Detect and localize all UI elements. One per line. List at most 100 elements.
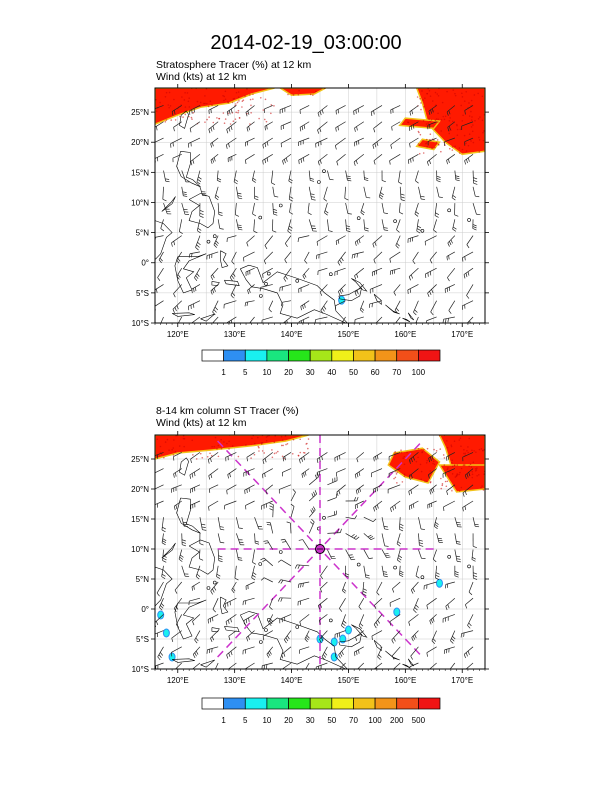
tracer-speckle [173, 439, 175, 441]
coastline [240, 264, 348, 323]
wind-barb [155, 121, 164, 132]
tracer-speckle [201, 456, 204, 459]
tracer-speckle [237, 96, 240, 98]
wind-barb [387, 484, 401, 494]
tracer-speckle [218, 117, 221, 120]
tracer-speckle [472, 141, 475, 144]
tracer-speckle [394, 452, 396, 454]
wind-barb [155, 468, 164, 477]
wind-barb [251, 565, 257, 581]
y-tick-label: 10°N [131, 545, 149, 554]
tracer-speckle [155, 110, 158, 112]
tracer-speckle [420, 478, 423, 481]
tracer-speckle [159, 101, 161, 104]
island [322, 169, 326, 173]
wind-barb [408, 267, 419, 281]
wind-barb [345, 219, 351, 233]
wind-barb [199, 517, 207, 531]
x-tick-label: 150°E [338, 330, 360, 339]
wind-barb [410, 646, 419, 660]
tracer-speckle [223, 95, 226, 98]
wind-barb [345, 549, 356, 561]
wind-barb [246, 630, 255, 642]
wind-barb [442, 316, 455, 323]
tracer-speckle [432, 460, 435, 463]
tracer-speckle [460, 104, 463, 107]
wind-barb [429, 251, 437, 264]
island [317, 180, 321, 184]
tracer-speckle [425, 462, 428, 464]
tracer-speckle [167, 104, 170, 106]
wind-barb [161, 565, 166, 579]
tracer-speckle [454, 145, 456, 148]
tracer-speckle [435, 141, 438, 144]
tracer-speckle [254, 442, 256, 445]
wind-barb [308, 186, 316, 201]
tracer-speckle [470, 99, 473, 102]
y-tick-label: 25°N [131, 455, 149, 464]
tracer-speckle [228, 440, 230, 443]
wind-barb [207, 614, 219, 624]
wind-barb [316, 468, 328, 477]
wind-barb [236, 219, 243, 231]
wind-barb [335, 235, 346, 245]
wind-barb [280, 300, 292, 307]
wind-barb [279, 284, 292, 292]
tracer-speckle [165, 91, 168, 94]
wind-barb [373, 121, 383, 133]
wind-barb [336, 154, 346, 166]
wind-barb [228, 630, 237, 641]
island [206, 239, 211, 244]
tracer-speckle [441, 101, 444, 104]
wind-barb [468, 581, 474, 596]
coastline [373, 639, 382, 652]
wind-barb [188, 300, 201, 311]
tracer-speckle [396, 471, 398, 474]
wind-barb [155, 484, 164, 494]
wind-barb [396, 219, 401, 233]
wind-barb [345, 533, 360, 540]
wind-barb [355, 630, 365, 641]
tracer-speckle [461, 92, 463, 95]
tracer-speckle [471, 473, 474, 476]
wind-barb [390, 137, 401, 149]
wind-barb [243, 251, 255, 262]
wind-barb [199, 203, 204, 218]
tracer-speckle [394, 476, 397, 479]
wind-barb [319, 630, 328, 644]
tracer-speckle [174, 119, 177, 121]
wind-barb [327, 219, 333, 232]
wind-barb [345, 515, 358, 520]
tracer-speckle [256, 436, 259, 439]
wind-barb [244, 300, 255, 307]
coastline [161, 196, 176, 212]
tracer-speckle [482, 489, 485, 491]
wind-barb [225, 614, 237, 626]
wind-barb [181, 533, 187, 547]
wind-barb [451, 186, 457, 201]
tracer-speckle [264, 98, 267, 101]
wind-barb [189, 121, 201, 133]
tracer-speckle [454, 476, 457, 478]
wind-barb [191, 316, 201, 323]
wind-barb [399, 203, 404, 215]
wind-barb [245, 105, 255, 117]
tracer-speckle [241, 106, 243, 108]
tracer-speckle [236, 101, 239, 104]
tracer-speckle [468, 437, 471, 440]
wind-barb [472, 565, 478, 580]
wind-barb [217, 219, 224, 230]
wind-barb [395, 235, 401, 249]
wind-barb [472, 186, 480, 198]
tracer-patch [344, 625, 352, 635]
wind-barb [226, 105, 237, 116]
tracer-speckle [462, 464, 465, 466]
wind-barb [318, 614, 328, 625]
tracer-speckle [456, 124, 458, 127]
tracer-speckle [435, 118, 438, 120]
tracer-speckle [429, 138, 431, 141]
wind-barb [393, 284, 401, 296]
tracer-speckle [235, 111, 237, 114]
tracer-speckle [461, 148, 464, 151]
wind-barb [427, 121, 437, 130]
